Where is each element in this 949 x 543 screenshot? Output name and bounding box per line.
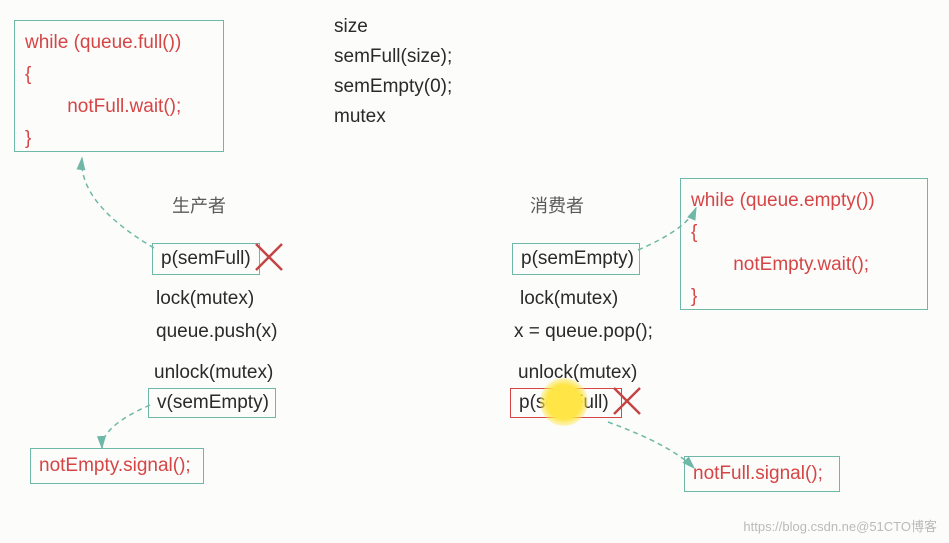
producer-p-box: p(semFull) [152, 243, 260, 275]
producer-label: 生产者 [172, 192, 226, 218]
code-step: unlock(mutex) [154, 362, 273, 384]
code-line: } [691, 281, 917, 313]
code-step: x = queue.pop(); [514, 321, 653, 343]
consumer-signal-box: notFull.signal(); [684, 456, 840, 492]
code-line: { [691, 217, 917, 249]
producer-signal-box: notEmpty.signal(); [30, 448, 204, 484]
code-step: lock(mutex) [520, 288, 618, 310]
code-line: { [25, 59, 213, 91]
code-step: unlock(mutex) [518, 362, 637, 384]
code-line: notEmpty.wait(); [691, 249, 917, 281]
code-step: lock(mutex) [156, 288, 254, 310]
code-line: while (queue.empty()) [691, 185, 917, 217]
consumer-while-box: while (queue.empty()){ notEmpty.wait();} [680, 178, 928, 310]
code-line: notFull.wait(); [25, 91, 213, 123]
producer-while-box: while (queue.full()){ notFull.wait();} [14, 20, 224, 152]
code-line: } [25, 123, 213, 155]
consumer-p-box: p(semEmpty) [512, 243, 640, 275]
init-line: mutex [334, 102, 452, 132]
init-line: size [334, 12, 452, 42]
producer-v-box: v(semEmpty) [148, 388, 276, 418]
init-line: semFull(size); [334, 42, 452, 72]
init-line: semEmpty(0); [334, 72, 452, 102]
consumer-label: 消费者 [530, 192, 584, 218]
cursor-highlight [540, 378, 588, 426]
watermark-text: https://blog.csdn.ne@51CTO博客 [743, 516, 937, 535]
code-step: queue.push(x) [156, 321, 277, 343]
code-line: while (queue.full()) [25, 27, 213, 59]
init-vars: sizesemFull(size);semEmpty(0);mutex [334, 12, 452, 132]
